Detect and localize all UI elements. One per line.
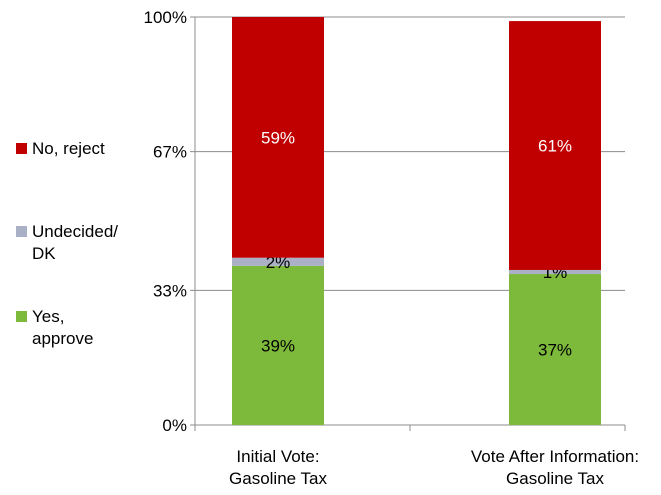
y-tick-label-3: 100% <box>144 8 187 27</box>
bar-0-1 <box>232 257 324 266</box>
bar-1-2 <box>509 21 601 270</box>
data-label-1-0: 37% <box>538 341 572 360</box>
bar-0-2 <box>232 17 324 258</box>
bar-1-0 <box>509 274 601 425</box>
legend-swatch-1 <box>16 226 27 237</box>
x-category-label-0: Initial Vote: Gasoline Tax <box>229 447 327 488</box>
legend-label-1: Undecided/DK <box>32 222 118 263</box>
legend-label-0: No, reject <box>32 139 105 158</box>
bar-1-1 <box>509 269 601 275</box>
legend-label-2: Yes, approve <box>32 307 93 348</box>
y-tick-label-0: 0% <box>162 416 187 435</box>
data-label-0-2: 59% <box>261 128 295 147</box>
legend-swatch-0 <box>16 143 27 154</box>
bar-0-0 <box>232 265 324 425</box>
x-category-label-1: Vote After Information: Gasoline Tax <box>471 447 639 488</box>
y-tick-label-1: 33% <box>153 281 187 300</box>
y-tick-label-2: 67% <box>153 143 187 162</box>
data-label-0-0: 39% <box>261 336 295 355</box>
data-label-1-2: 61% <box>538 137 572 156</box>
legend-swatch-2 <box>16 311 27 322</box>
